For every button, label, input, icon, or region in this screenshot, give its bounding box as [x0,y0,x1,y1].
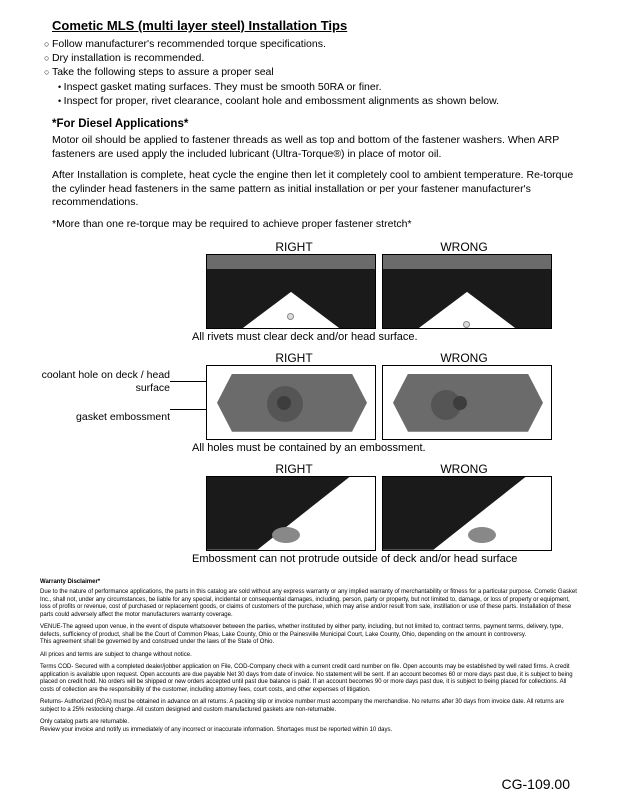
diagram-row-3: RIGHT WRONG Embossment can not protrude … [40,462,578,565]
diag-1-right [206,254,376,329]
side-labels: coolant hole on deck / head surface gask… [20,369,170,424]
disclaimer-p1: Due to the nature of performance applica… [40,589,578,619]
diagram-section: RIGHT WRONG All rivets must clear deck a… [40,240,578,565]
diagram-row-2: coolant hole on deck / head surface gask… [40,351,578,454]
label-right-1: RIGHT [209,240,379,254]
disclaimer-p2: VENUE-The agreed upon venue, in the even… [40,624,578,647]
diagram-row-1: RIGHT WRONG All rivets must clear deck a… [40,240,578,343]
disclaimer-p5: Returns- Authorized (RGA) must be obtain… [40,699,578,714]
diag-2-right [206,365,376,440]
label-wrong-3: WRONG [379,462,549,476]
page-footer-code: CG-109.00 [502,776,570,792]
label-wrong-2: WRONG [379,351,549,365]
diag-3-right [206,476,376,551]
bullet-3b: Inspect for proper, rivet clearance, coo… [58,94,578,108]
diesel-p3: *More than one re-torque may be required… [52,218,578,232]
disclaimer-head: Warranty Disclaimer* [40,579,578,587]
bullet-1: Follow manufacturer's recommended torque… [44,37,578,51]
bullet-3: Take the following steps to assure a pro… [44,65,578,79]
diag-1-wrong [382,254,552,329]
disclaimer-p6: Only catalog parts are returnable.Review… [40,719,578,734]
disclaimer-p3: All prices and terms are subject to chan… [40,652,578,660]
label-right-3: RIGHT [209,462,379,476]
label-wrong-1: WRONG [379,240,549,254]
caption-1: All rivets must clear deck and/or head s… [192,331,578,343]
caption-2: All holes must be contained by an emboss… [192,442,578,454]
side-label-coolant: coolant hole on deck / head surface [20,369,170,395]
caption-3: Embossment can not protrude outside of d… [192,553,578,565]
diesel-heading: *For Diesel Applications* [52,118,578,130]
page-title: Cometic MLS (multi layer steel) Installa… [52,18,578,33]
label-right-2: RIGHT [209,351,379,365]
diesel-p2: After Installation is complete, heat cyc… [52,169,578,210]
bullet-list: Follow manufacturer's recommended torque… [44,37,578,108]
disclaimer-p4: Terms COD- Secured with a completed deal… [40,664,578,694]
warranty-disclaimer: Warranty Disclaimer* Due to the nature o… [40,579,578,735]
bullet-2: Dry installation is recommended. [44,51,578,65]
diag-2-wrong [382,365,552,440]
side-label-emboss: gasket embossment [20,411,170,424]
bullet-3a: Inspect gasket mating surfaces. They mus… [58,80,578,94]
diesel-p1: Motor oil should be applied to fastener … [52,134,578,161]
diag-3-wrong [382,476,552,551]
